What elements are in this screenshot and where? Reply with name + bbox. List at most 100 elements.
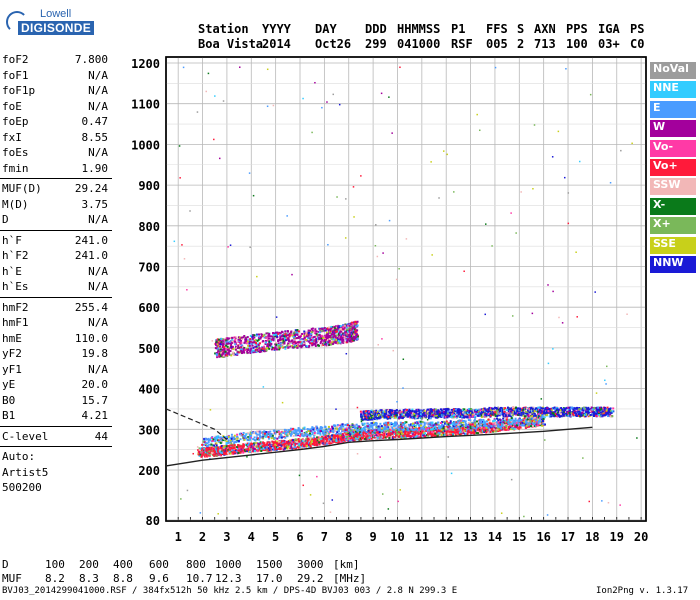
echo-point (389, 414, 392, 417)
echo-point (553, 406, 556, 409)
echo-point (383, 415, 386, 418)
param-row-foes: foEs N/A (0, 145, 112, 161)
echo-point (215, 452, 218, 455)
echo-point (328, 442, 331, 445)
echo-point (436, 410, 439, 413)
echo-point (505, 428, 508, 431)
echo-point (302, 439, 305, 442)
echo-point (214, 454, 217, 457)
echo-point (444, 408, 447, 411)
echo-point (256, 450, 259, 453)
echo-point (237, 346, 240, 349)
echo-point (259, 445, 262, 448)
echo-point (525, 414, 528, 417)
param-row-hme: hmE 110.0 (0, 331, 112, 347)
echo-point (252, 448, 255, 451)
echo-point (465, 410, 468, 413)
echo-point (292, 441, 295, 444)
echo-point (364, 414, 367, 417)
echo-point (465, 415, 468, 418)
param-value: 19.8 (81, 347, 109, 360)
echo-point (362, 430, 365, 433)
echo-point (401, 417, 404, 420)
logo-line2: DIGISONDE (18, 21, 95, 35)
echo-point (605, 412, 608, 415)
echo-point (400, 435, 403, 438)
echo-point (382, 436, 385, 439)
echo-point (291, 447, 294, 450)
echo-point (369, 412, 372, 415)
echo-point (221, 344, 224, 347)
echo-point (233, 354, 236, 357)
echo-point (246, 447, 249, 450)
echo-point (266, 441, 269, 444)
echo-point (538, 410, 541, 413)
echo-point (582, 409, 585, 412)
echo-point (489, 430, 492, 433)
echo-point (231, 449, 234, 452)
echo-point (286, 447, 289, 450)
x-tick-label: 16 (536, 530, 550, 544)
echo-point (578, 407, 581, 410)
echo-point (542, 407, 545, 410)
echo-point (265, 347, 268, 350)
echo-point (394, 409, 397, 412)
echo-point (384, 410, 387, 413)
echo-point (420, 428, 423, 431)
echo-point (279, 339, 282, 342)
echo-point (565, 412, 568, 415)
echo-point (290, 331, 293, 334)
echo-point (461, 408, 464, 411)
param-value: 15.7 (81, 393, 109, 407)
y-tick-label: 900 (138, 179, 160, 193)
echo-point (220, 450, 223, 453)
echo-point (222, 354, 225, 357)
param-row-ye: yE 20.0 (0, 377, 112, 393)
echo-point (584, 413, 587, 416)
echo-point (556, 413, 559, 416)
echo-point (265, 348, 268, 351)
param-row-yf1: yF1 N/A (0, 362, 112, 378)
echo-point (430, 435, 433, 438)
echo-point (201, 453, 204, 456)
echo-point (392, 414, 395, 417)
echo-point (601, 410, 604, 413)
echo-point (549, 413, 552, 416)
echo-point (372, 417, 375, 420)
echo-point (272, 444, 275, 447)
param-row-fof1: foF1 N/A (0, 68, 112, 84)
echo-point (389, 417, 392, 420)
echo-point (523, 418, 526, 421)
echo-point (450, 415, 453, 418)
echo-point (230, 444, 233, 447)
echo-point (505, 414, 508, 417)
echo-point (449, 430, 452, 433)
echo-point (207, 450, 210, 453)
echo-point (416, 435, 419, 438)
echo-point (255, 442, 258, 445)
echo-point (443, 416, 446, 419)
echo-point (384, 428, 387, 431)
echo-point (295, 345, 298, 348)
x-tick-label: 9 (369, 530, 376, 544)
echo-point (290, 339, 293, 342)
logo-arc-icon (6, 11, 28, 33)
echo-point (264, 449, 267, 452)
echo-point (425, 415, 428, 418)
echo-point (461, 412, 464, 415)
echo-point (234, 451, 237, 454)
echo-point (586, 410, 589, 413)
echo-point (406, 411, 409, 414)
echo-point (276, 348, 279, 351)
echo-point (520, 411, 523, 414)
echo-point (400, 412, 403, 415)
echo-point (591, 408, 594, 411)
y-tick-label: 400 (138, 383, 160, 397)
echo-point (308, 445, 311, 448)
echo-point (294, 341, 297, 344)
echo-point (259, 337, 262, 340)
echo-point (339, 441, 342, 444)
echo-point (490, 408, 493, 411)
echo-point (473, 415, 476, 418)
echo-point (442, 431, 445, 434)
